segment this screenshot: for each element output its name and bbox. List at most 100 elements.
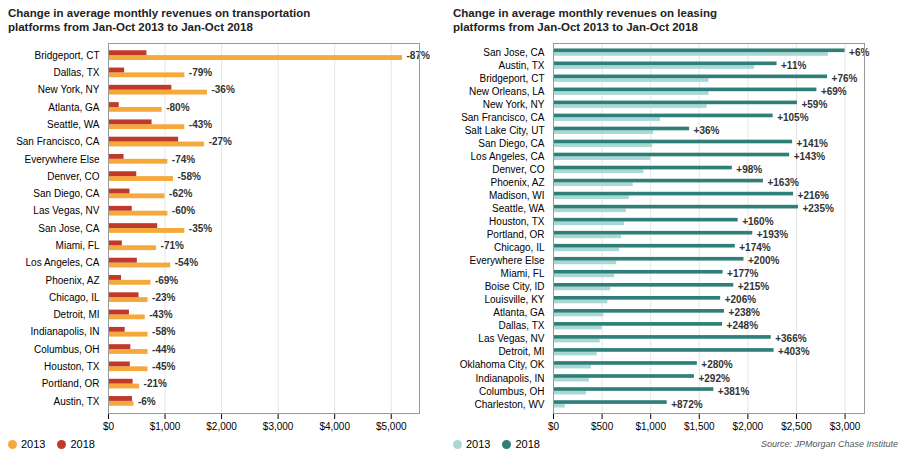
svg-text:-80%: -80%	[166, 102, 189, 113]
svg-text:+206%: +206%	[725, 294, 757, 305]
svg-text:Austin, TX: Austin, TX	[54, 396, 100, 407]
svg-text:-54%: -54%	[175, 257, 198, 268]
svg-text:-87%: -87%	[407, 50, 430, 61]
svg-text:Louisville, KY: Louisville, KY	[484, 294, 544, 305]
svg-text:Chicago, IL: Chicago, IL	[49, 292, 100, 303]
svg-text:-44%: -44%	[152, 344, 175, 355]
svg-text:-60%: -60%	[172, 205, 195, 216]
svg-text:New Orleans, LA: New Orleans, LA	[469, 86, 545, 97]
svg-text:+872%: +872%	[671, 399, 703, 410]
svg-text:Madison, WI: Madison, WI	[489, 190, 545, 201]
svg-text:+143%: +143%	[794, 151, 826, 162]
svg-text:+381%: +381%	[718, 386, 750, 397]
svg-text:$2,500: $2,500	[781, 421, 812, 432]
svg-text:$0: $0	[548, 421, 560, 432]
svg-text:$2,000: $2,000	[206, 421, 237, 432]
svg-text:+105%: +105%	[777, 112, 809, 123]
svg-text:-74%: -74%	[172, 154, 195, 165]
svg-text:+36%: +36%	[694, 125, 720, 136]
svg-text:Indianapolis, IN: Indianapolis, IN	[476, 373, 545, 384]
svg-text:$2,000: $2,000	[733, 421, 764, 432]
svg-text:Columbus, OH: Columbus, OH	[34, 344, 100, 355]
svg-text:Phoenix, AZ: Phoenix, AZ	[46, 275, 100, 286]
svg-text:$1,000: $1,000	[150, 421, 181, 432]
svg-text:Detroit, MI: Detroit, MI	[498, 346, 544, 357]
svg-text:Chicago, IL: Chicago, IL	[494, 242, 545, 253]
svg-text:+200%: +200%	[748, 255, 780, 266]
svg-text:Denver, CO: Denver, CO	[492, 164, 544, 175]
svg-text:Charleston, WV: Charleston, WV	[474, 399, 544, 410]
svg-text:San Jose, CA: San Jose, CA	[483, 47, 544, 58]
svg-text:Dallas, TX: Dallas, TX	[54, 67, 100, 78]
svg-text:Miami, FL: Miami, FL	[56, 240, 100, 251]
svg-text:+11%: +11%	[781, 60, 806, 71]
svg-text:$3,000: $3,000	[263, 421, 294, 432]
svg-text:San Diego, CA: San Diego, CA	[478, 138, 544, 149]
svg-text:-6%: -6%	[138, 396, 156, 407]
svg-text:Portland, OR: Portland, OR	[42, 378, 100, 389]
svg-text:+141%: +141%	[797, 138, 829, 149]
svg-text:+403%: +403%	[778, 346, 810, 357]
svg-text:Oklahoma City, OK: Oklahoma City, OK	[460, 359, 545, 370]
svg-text:Everywhere Else: Everywhere Else	[24, 154, 99, 165]
svg-text:+235%: +235%	[802, 203, 834, 214]
svg-text:$3,000: $3,000	[830, 421, 861, 432]
svg-text:+163%: +163%	[767, 177, 799, 188]
svg-text:Seattle, WA: Seattle, WA	[492, 203, 545, 214]
svg-text:San Francisco, CA: San Francisco, CA	[461, 112, 545, 123]
svg-text:-58%: -58%	[152, 326, 175, 337]
svg-text:-45%: -45%	[152, 361, 175, 372]
svg-text:+193%: +193%	[757, 229, 789, 240]
svg-text:Everywhere Else: Everywhere Else	[469, 255, 544, 266]
svg-text:$1,500: $1,500	[684, 421, 715, 432]
svg-text:-36%: -36%	[211, 84, 234, 95]
svg-text:$500: $500	[591, 421, 614, 432]
svg-text:-79%: -79%	[189, 67, 212, 78]
svg-text:-69%: -69%	[155, 275, 178, 286]
svg-text:Detroit, MI: Detroit, MI	[53, 309, 99, 320]
svg-text:Bridgeport, CT: Bridgeport, CT	[479, 73, 544, 84]
svg-text:Portland, OR: Portland, OR	[487, 229, 545, 240]
svg-text:-23%: -23%	[152, 292, 175, 303]
svg-text:+6%: +6%	[849, 47, 869, 58]
svg-text:Houston, TX: Houston, TX	[44, 361, 100, 372]
svg-text:+280%: +280%	[701, 359, 733, 370]
svg-text:Indianapolis, IN: Indianapolis, IN	[31, 326, 100, 337]
svg-text:Bridgeport, CT: Bridgeport, CT	[34, 50, 99, 61]
svg-text:Columbus, OH: Columbus, OH	[479, 386, 545, 397]
svg-text:-21%: -21%	[144, 378, 167, 389]
svg-text:Boise City, ID: Boise City, ID	[485, 281, 545, 292]
svg-text:San Jose, CA: San Jose, CA	[38, 223, 99, 234]
svg-text:+366%: +366%	[775, 333, 807, 344]
svg-text:Atlanta, GA: Atlanta, GA	[493, 307, 544, 318]
svg-text:+76%: +76%	[832, 73, 858, 84]
svg-text:+177%: +177%	[727, 268, 759, 279]
svg-text:San Francisco, CA: San Francisco, CA	[16, 136, 100, 147]
svg-text:+216%: +216%	[798, 190, 830, 201]
svg-text:Los Angeles, CA: Los Angeles, CA	[26, 257, 100, 268]
svg-text:+292%: +292%	[698, 373, 730, 384]
svg-text:Dallas, TX: Dallas, TX	[499, 320, 545, 331]
svg-text:+215%: +215%	[738, 281, 770, 292]
svg-text:Austin, TX: Austin, TX	[499, 60, 545, 71]
svg-text:Salt Lake City, UT: Salt Lake City, UT	[465, 125, 545, 136]
svg-text:-27%: -27%	[209, 136, 232, 147]
svg-text:-62%: -62%	[169, 188, 192, 199]
svg-text:New York, NY: New York, NY	[483, 99, 545, 110]
svg-text:Las Vegas, NV: Las Vegas, NV	[478, 333, 544, 344]
svg-text:$0: $0	[103, 421, 115, 432]
svg-text:+238%: +238%	[729, 307, 761, 318]
svg-text:+98%: +98%	[736, 164, 762, 175]
svg-text:$4,000: $4,000	[319, 421, 350, 432]
svg-text:San Diego, CA: San Diego, CA	[33, 188, 99, 199]
svg-text:+69%: +69%	[821, 86, 847, 97]
svg-text:Houston, TX: Houston, TX	[489, 216, 545, 227]
svg-text:Phoenix, AZ: Phoenix, AZ	[491, 177, 545, 188]
svg-text:-58%: -58%	[178, 171, 201, 182]
svg-text:Atlanta, GA: Atlanta, GA	[48, 102, 99, 113]
svg-text:+59%: +59%	[801, 99, 827, 110]
svg-text:Las Vegas, NV: Las Vegas, NV	[33, 205, 99, 216]
svg-text:$1,000: $1,000	[635, 421, 666, 432]
svg-text:-43%: -43%	[189, 119, 212, 130]
svg-text:New York, NY: New York, NY	[38, 84, 100, 95]
